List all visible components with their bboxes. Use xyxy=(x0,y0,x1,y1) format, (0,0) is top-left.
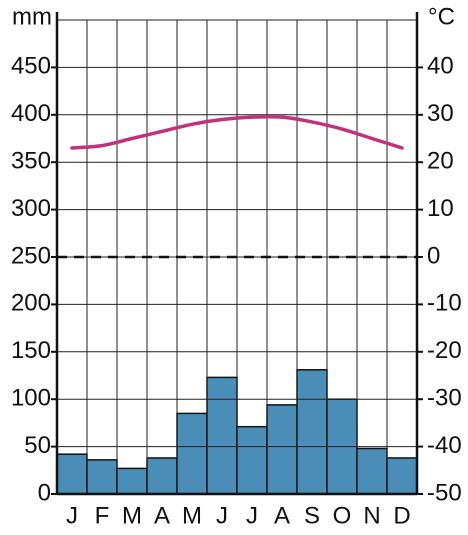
bar xyxy=(56,453,88,495)
bar xyxy=(176,412,208,495)
bar xyxy=(206,376,238,495)
x-tick-label: S xyxy=(304,502,320,529)
y-tick-label: 450 xyxy=(11,53,51,80)
bar xyxy=(146,457,178,495)
bar xyxy=(266,404,298,495)
y-tick-label: 150 xyxy=(11,337,51,364)
y2-tick-label: -20 xyxy=(427,337,462,364)
y2-tick-label: -40 xyxy=(427,432,462,459)
x-tick-label: D xyxy=(393,502,410,529)
bar xyxy=(296,369,328,495)
y2-tick-label: 0 xyxy=(427,242,440,269)
x-tick-label: J xyxy=(216,502,228,529)
bar xyxy=(86,459,118,495)
x-tick-label: M xyxy=(182,502,202,529)
x-tick-label: J xyxy=(246,502,258,529)
y2-tick-label: -10 xyxy=(427,290,462,317)
y2-tick-label: -50 xyxy=(427,479,462,506)
bar xyxy=(236,425,268,495)
x-tick-label: A xyxy=(274,502,290,529)
y2-tick-label: 40 xyxy=(427,53,454,80)
bar xyxy=(116,467,148,495)
x-tick-label: O xyxy=(333,502,352,529)
x-tick-label: A xyxy=(154,502,170,529)
x-tick-label: F xyxy=(95,502,110,529)
y-axis-unit: mm xyxy=(12,3,52,30)
y2-tick-label: 20 xyxy=(427,148,454,175)
y-tick-label: 350 xyxy=(11,148,51,175)
bar xyxy=(386,457,418,495)
y-tick-label: 250 xyxy=(11,242,51,269)
x-tick-label: J xyxy=(66,502,78,529)
y2-tick-label: -30 xyxy=(427,385,462,412)
y2-tick-label: 10 xyxy=(427,195,454,222)
bar xyxy=(356,447,388,495)
y-tick-label: 100 xyxy=(11,385,51,412)
y-tick-label: 400 xyxy=(11,100,51,127)
x-tick-label: M xyxy=(122,502,142,529)
y2-tick-label: 30 xyxy=(427,100,454,127)
temperature-line xyxy=(70,114,404,150)
x-tick-label: N xyxy=(363,502,380,529)
y-tick-label: 300 xyxy=(11,195,51,222)
y-tick-label: 200 xyxy=(11,290,51,317)
y2-axis-unit: °C xyxy=(428,3,455,30)
y-tick-label: 0 xyxy=(38,479,51,506)
y-tick-label: 50 xyxy=(24,432,51,459)
